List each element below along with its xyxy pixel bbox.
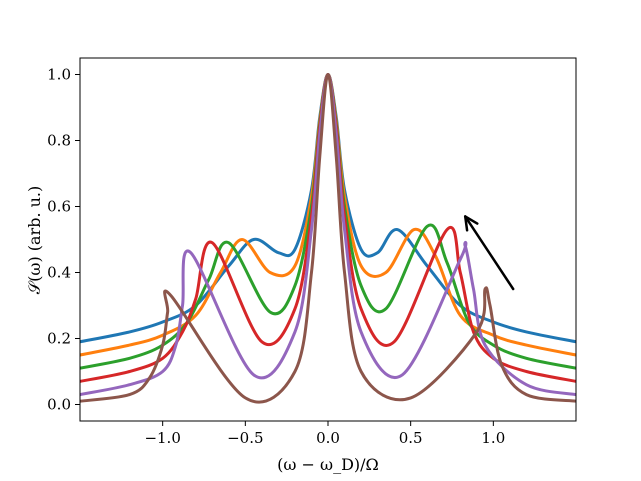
y-tick-label: 0.6 [47,198,71,216]
arrow-shaft [463,215,515,291]
series-line-4 [80,73,576,383]
y-tick-label: 0.2 [47,330,71,348]
y-tick-label: 0.4 [47,264,71,282]
x-tick-label: 0.5 [399,429,423,447]
y-axis-label: 𝒮(ω) (arb. u.) [25,186,44,294]
series-line-5 [80,73,576,397]
series-layer [80,73,576,404]
x-axis-ticks: −1.0 −0.5 0.0 0.5 1.0 [144,421,505,447]
annotation-layer [463,215,515,291]
y-tick-label: 1.0 [47,66,71,84]
arrow-head [463,215,479,232]
x-tick-label: 0.0 [316,429,340,447]
y-tick-label: 0.0 [47,396,71,414]
x-axis-label: (ω − ω_D)/Ω [277,455,379,474]
x-tick-label: 1.0 [481,429,505,447]
x-tick-label: −0.5 [227,429,263,447]
y-axis-ticks: 0.0 0.2 0.4 0.6 0.8 1.0 [47,66,80,414]
series-line-6 [80,73,576,404]
y-tick-label: 0.8 [47,132,71,150]
x-tick-label: −1.0 [144,429,180,447]
series-line-2 [80,73,576,357]
series-line-1 [80,73,576,344]
